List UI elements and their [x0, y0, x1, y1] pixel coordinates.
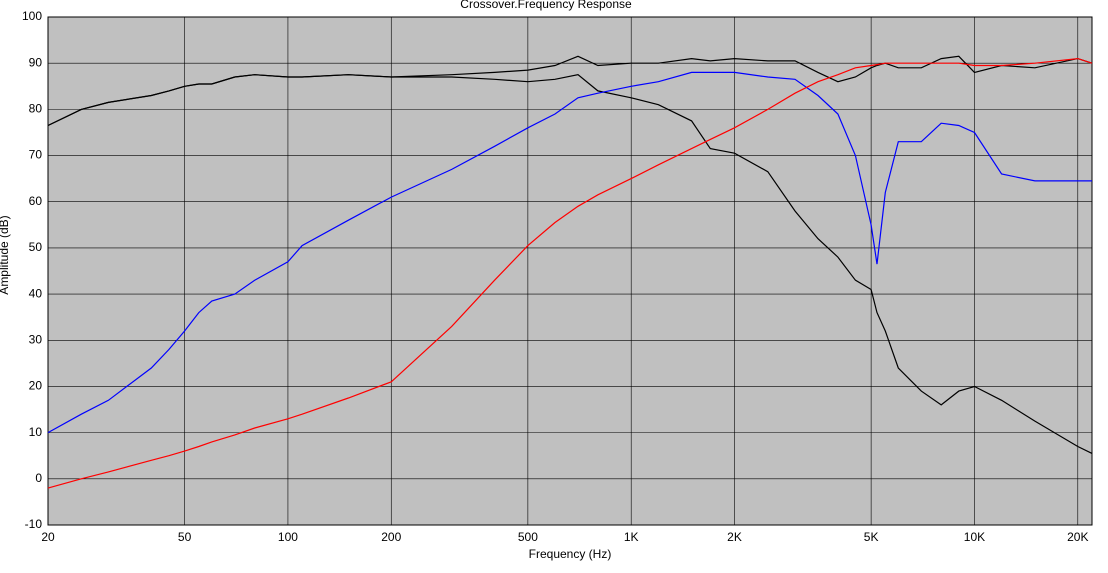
series-line — [47, 71, 1092, 434]
x-tick-label: 5K — [864, 530, 879, 544]
series-line — [47, 74, 1093, 454]
x-tick-label: 1K — [624, 530, 639, 544]
y-tick-label: 90 — [29, 55, 43, 69]
series-line — [47, 57, 1093, 489]
x-tick-label: 20K — [1067, 530, 1088, 544]
x-tick-label: 100 — [278, 530, 298, 544]
y-tick-label: 10 — [29, 425, 43, 439]
y-tick-label: 40 — [29, 286, 43, 300]
y-tick-label: 0 — [35, 471, 42, 485]
y-axis-label: Amplitude (dB) — [0, 215, 11, 294]
y-tick-label: 80 — [29, 102, 43, 116]
x-axis-label: Frequency (Hz) — [529, 547, 612, 561]
x-tick-label: 200 — [381, 530, 401, 544]
y-tick-label: 20 — [29, 379, 43, 393]
y-tick-label: 30 — [29, 332, 43, 346]
x-tick-label: 50 — [178, 530, 192, 544]
y-tick-label: -10 — [25, 517, 43, 531]
chart-title: Crossover.Frequency Response — [460, 0, 632, 11]
y-tick-label: 70 — [29, 148, 43, 162]
plot-area — [47, 16, 1093, 526]
y-tick-label: 60 — [29, 194, 43, 208]
y-tick-label: 100 — [22, 9, 42, 23]
x-tick-label: 10K — [964, 530, 985, 544]
x-tick-label: 20 — [41, 530, 55, 544]
x-tick-label: 500 — [518, 530, 538, 544]
y-tick-label: 50 — [29, 240, 43, 254]
x-tick-label: 2K — [727, 530, 742, 544]
